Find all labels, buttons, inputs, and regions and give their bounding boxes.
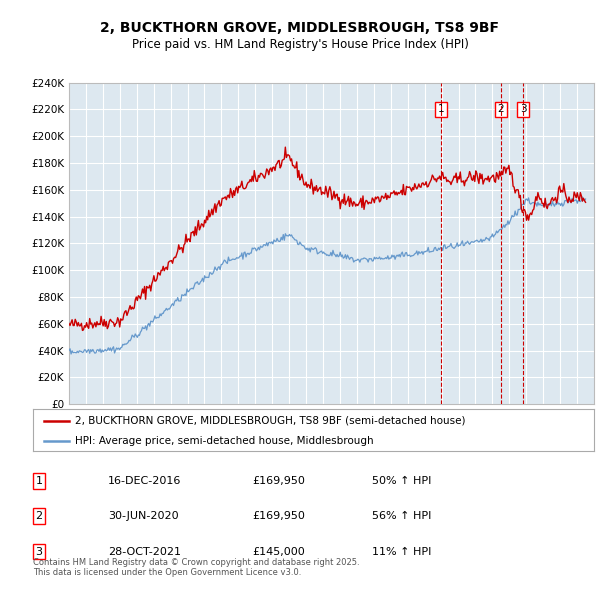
Text: Price paid vs. HM Land Registry's House Price Index (HPI): Price paid vs. HM Land Registry's House … [131,38,469,51]
Text: 1: 1 [437,104,444,114]
Text: £145,000: £145,000 [252,547,305,556]
Text: 2: 2 [35,512,43,521]
Text: 28-OCT-2021: 28-OCT-2021 [108,547,181,556]
Text: 50% ↑ HPI: 50% ↑ HPI [372,476,431,486]
Text: £169,950: £169,950 [252,512,305,521]
Text: 2: 2 [497,104,504,114]
Text: Contains HM Land Registry data © Crown copyright and database right 2025.
This d: Contains HM Land Registry data © Crown c… [33,558,359,577]
Text: 3: 3 [35,547,43,556]
Text: 2, BUCKTHORN GROVE, MIDDLESBROUGH, TS8 9BF: 2, BUCKTHORN GROVE, MIDDLESBROUGH, TS8 9… [101,21,499,35]
Text: HPI: Average price, semi-detached house, Middlesbrough: HPI: Average price, semi-detached house,… [75,436,374,445]
Text: 30-JUN-2020: 30-JUN-2020 [108,512,179,521]
Text: 3: 3 [520,104,527,114]
Text: £169,950: £169,950 [252,476,305,486]
Text: 16-DEC-2016: 16-DEC-2016 [108,476,181,486]
Text: 56% ↑ HPI: 56% ↑ HPI [372,512,431,521]
Text: 2, BUCKTHORN GROVE, MIDDLESBROUGH, TS8 9BF (semi-detached house): 2, BUCKTHORN GROVE, MIDDLESBROUGH, TS8 9… [75,416,466,426]
Text: 11% ↑ HPI: 11% ↑ HPI [372,547,431,556]
Text: 1: 1 [35,476,43,486]
